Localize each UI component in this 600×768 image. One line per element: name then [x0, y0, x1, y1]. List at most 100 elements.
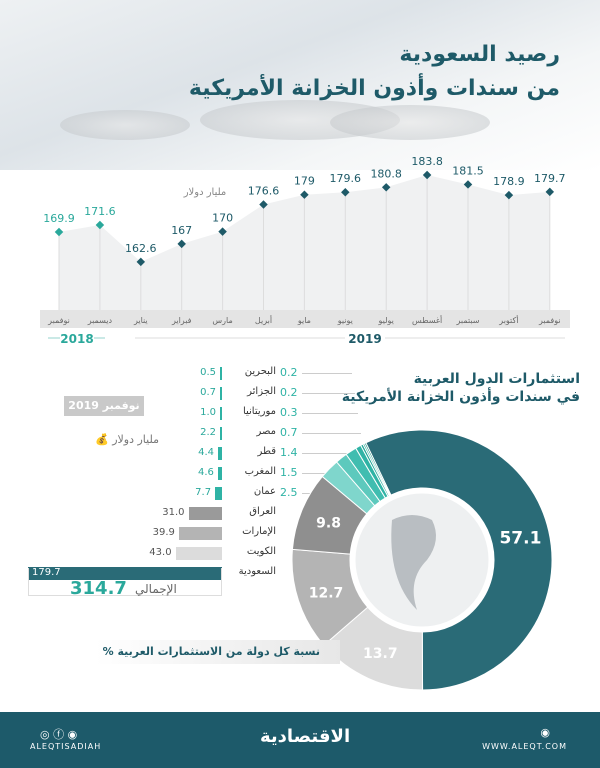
pie-share-label: 0.7 — [280, 426, 298, 439]
bar-value-label: 39.9 — [152, 527, 175, 538]
year-bg — [60, 330, 94, 344]
bar-row: موريتانيا 1.0 0.3 — [0, 406, 600, 421]
bar-row: العراق 31.0 — [0, 506, 600, 521]
bar — [27, 567, 222, 580]
data-label: 179 — [294, 175, 315, 188]
total-value: 314.7 — [70, 578, 127, 599]
data-point — [218, 227, 227, 236]
bar-row: الجزائر 0.7 0.2 — [0, 386, 600, 401]
bar-category-label: الكويت — [246, 546, 276, 557]
x-tick-label: يونيو — [337, 316, 353, 325]
bar-category-label: السعودية — [238, 566, 276, 577]
bar-value-label: 0.5 — [200, 367, 216, 378]
title-line1: رصيد السعودية — [399, 42, 560, 67]
bar-category-label: العراق — [249, 506, 276, 517]
x-tick-label: أبريل — [255, 315, 272, 325]
pie-share-label: 1.4 — [280, 446, 298, 459]
data-label: 183.8 — [411, 155, 443, 168]
pie-share-label: 0.3 — [280, 406, 298, 419]
bar-row: قطر 4.4 1.4 — [0, 446, 600, 461]
bar — [220, 367, 222, 380]
bar-category-label: عمان — [253, 486, 276, 497]
data-point — [95, 220, 105, 230]
year-label: 2018 — [60, 332, 93, 346]
data-label: 180.8 — [370, 167, 402, 180]
bar-value-label: 179.7 — [32, 567, 61, 578]
pie-share-label: 0.2 — [280, 386, 298, 399]
data-label: 181.5 — [452, 164, 484, 177]
web-icon: ◉ — [540, 726, 550, 739]
website-link[interactable]: WWW.ALEQT.COM — [482, 742, 567, 751]
data-point — [54, 227, 64, 237]
bar-category-label: البحرين — [244, 366, 276, 377]
x-tick-label: مايو — [297, 316, 311, 325]
section-title: استثمارات الدول العربية في سندات وأذون ال… — [341, 371, 580, 405]
x-tick-label: فبراير — [171, 316, 192, 325]
x-tick-label: نوفمبر — [47, 316, 70, 325]
x-tick-label: أكتوبر — [498, 315, 518, 325]
social-icons[interactable]: ◎ ⓕ ◉ — [40, 728, 78, 741]
bar — [215, 487, 222, 500]
bar-row: السعودية 179.7 — [0, 566, 600, 581]
data-label: 178.9 — [493, 175, 525, 188]
data-point — [381, 183, 391, 192]
bar-value-label: 2.2 — [200, 427, 216, 438]
pie-share-label: 1.5 — [280, 466, 298, 479]
leader-line — [302, 433, 361, 434]
pie-share-label: 2.5 — [280, 486, 298, 499]
bar-row: البحرين 0.5 0.2 — [0, 366, 600, 381]
donut-chart: 57.1 13.7 12.7 9.8 — [291, 429, 553, 691]
leader-line — [302, 413, 358, 414]
pie-share-label: 0.2 — [280, 366, 298, 379]
total-frame — [28, 568, 222, 596]
bar-row: الإمارات 39.9 — [0, 526, 600, 541]
slice-label: 13.7 — [363, 646, 398, 662]
bar-category-label: مصر — [256, 426, 276, 437]
x-tick-label: مارس — [212, 316, 232, 325]
bar-value-label: 4.6 — [197, 467, 214, 478]
bar-value-label: 7.7 — [195, 487, 212, 498]
hero-background — [0, 0, 600, 170]
data-label: 171.6 — [84, 205, 116, 218]
bar-value-label: 4.4 — [198, 447, 215, 458]
bar — [175, 547, 222, 560]
coins-icon: 💰 — [95, 433, 113, 446]
data-label: 179.6 — [330, 172, 362, 185]
unit-label: مليار دولار — [183, 187, 227, 198]
percent-note: نسبة كل دولة من الاستثمارات العربية % — [95, 640, 340, 664]
bar — [220, 387, 222, 400]
globe-continents — [391, 515, 436, 610]
bar — [220, 407, 222, 420]
x-tick-label: يناير — [133, 316, 148, 325]
bar-value-label: 0.7 — [200, 387, 216, 398]
bar — [178, 527, 222, 540]
data-point — [422, 170, 432, 180]
leader-line — [302, 373, 352, 374]
donut-slice — [365, 429, 553, 691]
data-point — [341, 187, 350, 197]
slice-label: 57.1 — [499, 528, 541, 548]
data-label: 170 — [212, 212, 233, 225]
total-label: الإجمالي — [135, 582, 177, 596]
bar-category-label: الإمارات — [242, 526, 276, 537]
slice-label: 9.8 — [316, 516, 341, 532]
bar-value-label: 43.0 — [149, 547, 172, 558]
bar-category-label: قطر — [257, 446, 276, 457]
slice-label: 12.7 — [309, 585, 344, 601]
x-tick-label: سبتمبر — [456, 316, 480, 325]
bar — [188, 507, 222, 520]
social-handle[interactable]: ALEQTISADIAH — [30, 742, 102, 751]
year-label: 2019 — [348, 332, 381, 346]
bar-value-label: 31.0 — [162, 507, 185, 518]
data-label: 162.6 — [125, 242, 157, 255]
unit-label: 💰 مليار دولار — [95, 433, 160, 446]
donut-slice — [363, 442, 392, 497]
bar-category-label: الجزائر — [247, 386, 276, 397]
data-point — [504, 190, 514, 200]
bar-category-label: موريتانيا — [242, 406, 276, 417]
bar — [220, 427, 222, 440]
bar — [217, 467, 222, 480]
x-tick-label: يوليو — [378, 316, 394, 325]
data-point — [177, 239, 186, 249]
bar-row: مصر 2.2 0.7 — [0, 426, 600, 441]
